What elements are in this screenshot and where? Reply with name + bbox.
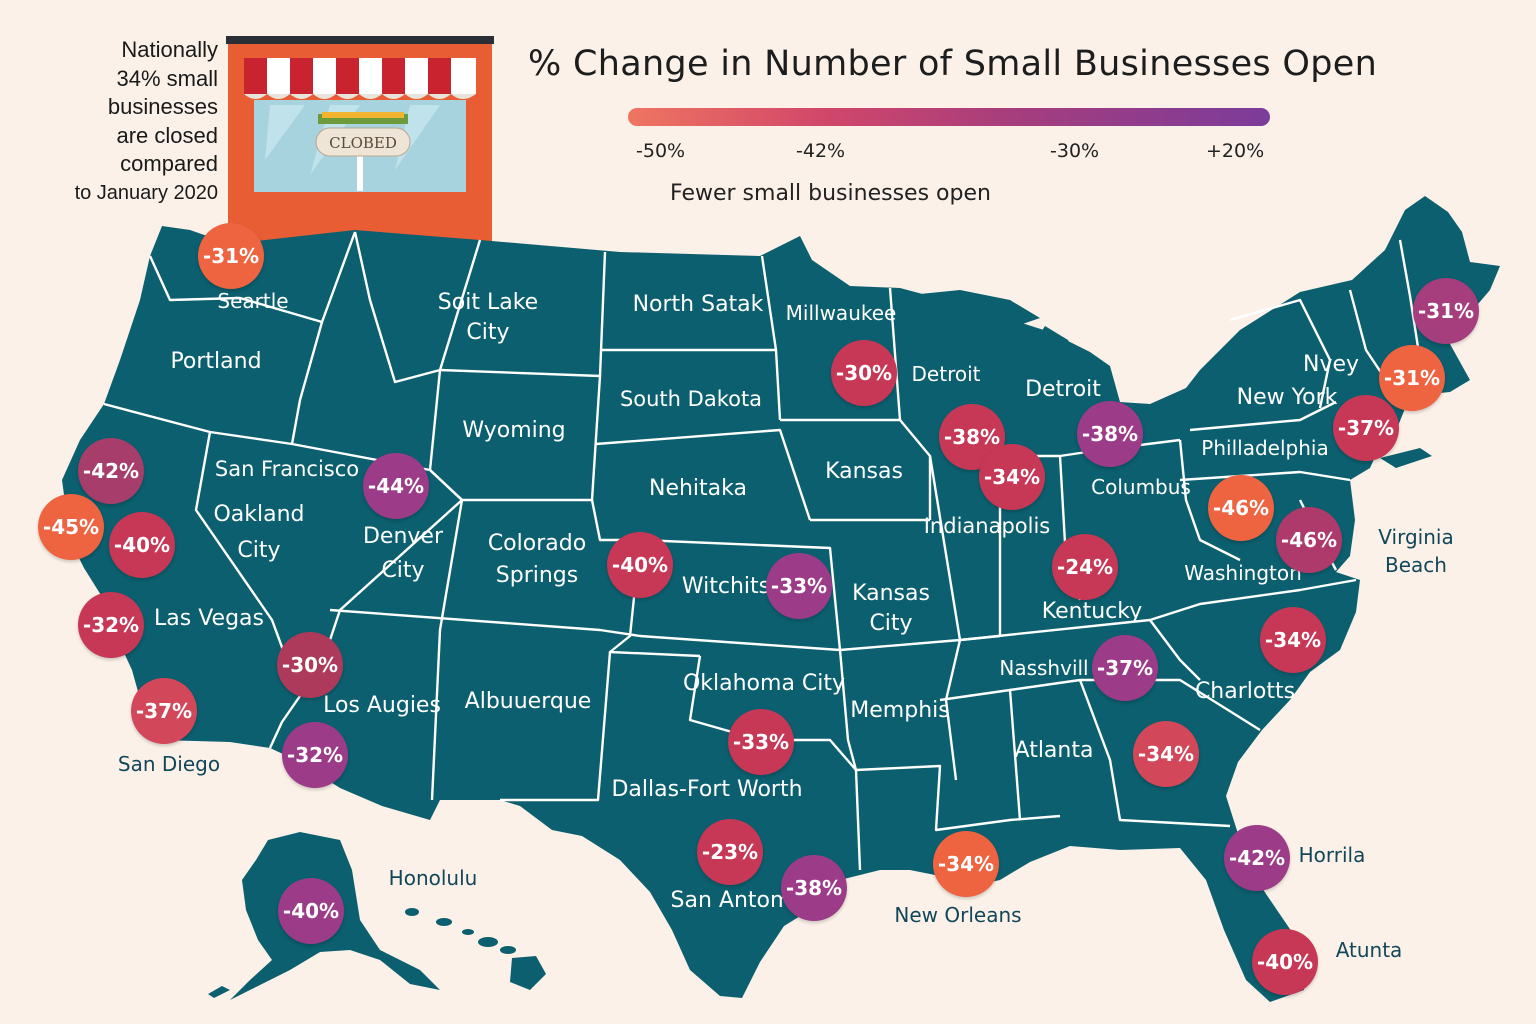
map-label: Dallas-Fort Worth [611,777,803,802]
legend-tick: -42% [796,140,846,162]
percent-bubble: -24% [1052,534,1118,600]
percent-bubble: -34% [933,831,999,897]
map-label: San Francisco [214,457,360,481]
map-label: Nehitaka [649,476,747,501]
national-note-line: businesses [107,94,218,119]
map-label: Columbus [1091,475,1191,499]
percent-bubble: -42% [1224,825,1290,891]
percent-bubble: -33% [766,553,832,619]
map-label: Los Augies [323,693,441,718]
map-label: Washington [1184,561,1302,585]
percent-bubble: -40% [1252,929,1318,995]
national-note-line: Nationally [121,37,218,62]
map-label: Kansas [825,459,903,484]
percent-bubble: -31% [1379,345,1445,411]
map-label: Soit Lake City [437,290,539,345]
percent-bubble: -34% [1133,721,1199,787]
map-label: New York [1236,385,1338,410]
percent-bubble: -31% [198,223,264,289]
map-label: Portland [170,349,262,374]
store-illustration: CLOBED [226,36,494,244]
percent-bubble: -32% [78,592,144,658]
percent-bubble: -37% [1092,635,1158,701]
map-label: Witchits [681,574,771,599]
map-label: Oakland City [213,502,305,563]
percent-bubble: -38% [1077,401,1143,467]
map-label: Seartle [217,289,289,313]
map-label: South Dakota [619,387,763,411]
map-label: Atunta [1335,938,1403,962]
percent-bubble: -34% [1260,607,1326,673]
state-borders [103,231,1422,871]
map-label: Nasshvill [999,656,1089,680]
percent-bubble: -31% [1413,278,1479,344]
legend-tick: -50% [636,140,686,162]
percent-bubble: -45% [38,494,104,560]
map-label: San Antom [670,888,792,913]
map-label: Virginia Beach [1378,525,1454,577]
legend-caption: Fewer small businesses open [670,181,991,206]
map-label: Millwaukee [785,301,897,325]
map-label: Albuuerque [464,689,592,714]
national-summary-note: Nationally 34% small businesses are clos… [40,36,218,207]
national-note-line: 34% small [116,65,218,91]
legend-tick: -30% [1050,140,1100,162]
map-label: Denver City [362,524,444,583]
percent-bubble: -40% [607,532,673,598]
map-label: Nvey [1302,352,1360,377]
map-label: North Satak [632,292,764,317]
map-label: New Orleans [894,903,1022,927]
map-label: Indianapolis [923,514,1051,538]
map-label: Detroit [1025,377,1101,402]
percent-bubble: -38% [781,855,847,921]
percent-bubble: -30% [831,340,897,406]
map-label: Las Vegas [154,606,264,631]
map-label: Charlotts [1194,679,1296,704]
map-label: Horrila [1298,843,1366,867]
national-note-line: are closed [116,122,218,148]
percent-bubble: -34% [979,444,1045,510]
national-note-line: to January 2020 [74,181,218,204]
map-label: Philladelphia [1201,436,1329,460]
percent-bubble: -30% [277,632,343,698]
percent-bubble: -37% [131,678,197,744]
store-sign-text: CLOBED [329,134,397,152]
percent-bubble: -32% [282,722,348,788]
percent-bubble: -40% [278,878,344,944]
map-label: Memphis [850,698,950,723]
awning [244,58,476,99]
map-label: Kansas City [852,581,930,636]
map-label: Colorado Springs [487,531,587,588]
percent-bubble: -46% [1276,507,1342,573]
map-label: Honolulu [388,866,478,890]
percent-bubble: -42% [78,438,144,504]
map-label: Oklahoma City [682,671,846,696]
legend-tick: +20% [1206,140,1265,162]
percent-bubble: -33% [728,709,794,775]
legend-color-bar [628,108,1270,126]
chart-title: % Change in Number of Small Businesses O… [528,44,1378,84]
map-label: San Diego [117,752,221,776]
percent-bubble: -23% [697,819,763,885]
map-label: Detroit [911,362,981,386]
percent-bubble: -40% [109,512,175,578]
percent-bubble: -46% [1208,475,1274,541]
percent-bubble: -44% [363,453,429,519]
national-note-line: compared [120,151,218,176]
map-label: Wyoming [462,418,566,443]
map-label: Atlanta [1014,738,1094,763]
hawaii [405,908,546,990]
map-label: Kentucky [1041,599,1143,624]
percent-bubble: -37% [1333,395,1399,461]
